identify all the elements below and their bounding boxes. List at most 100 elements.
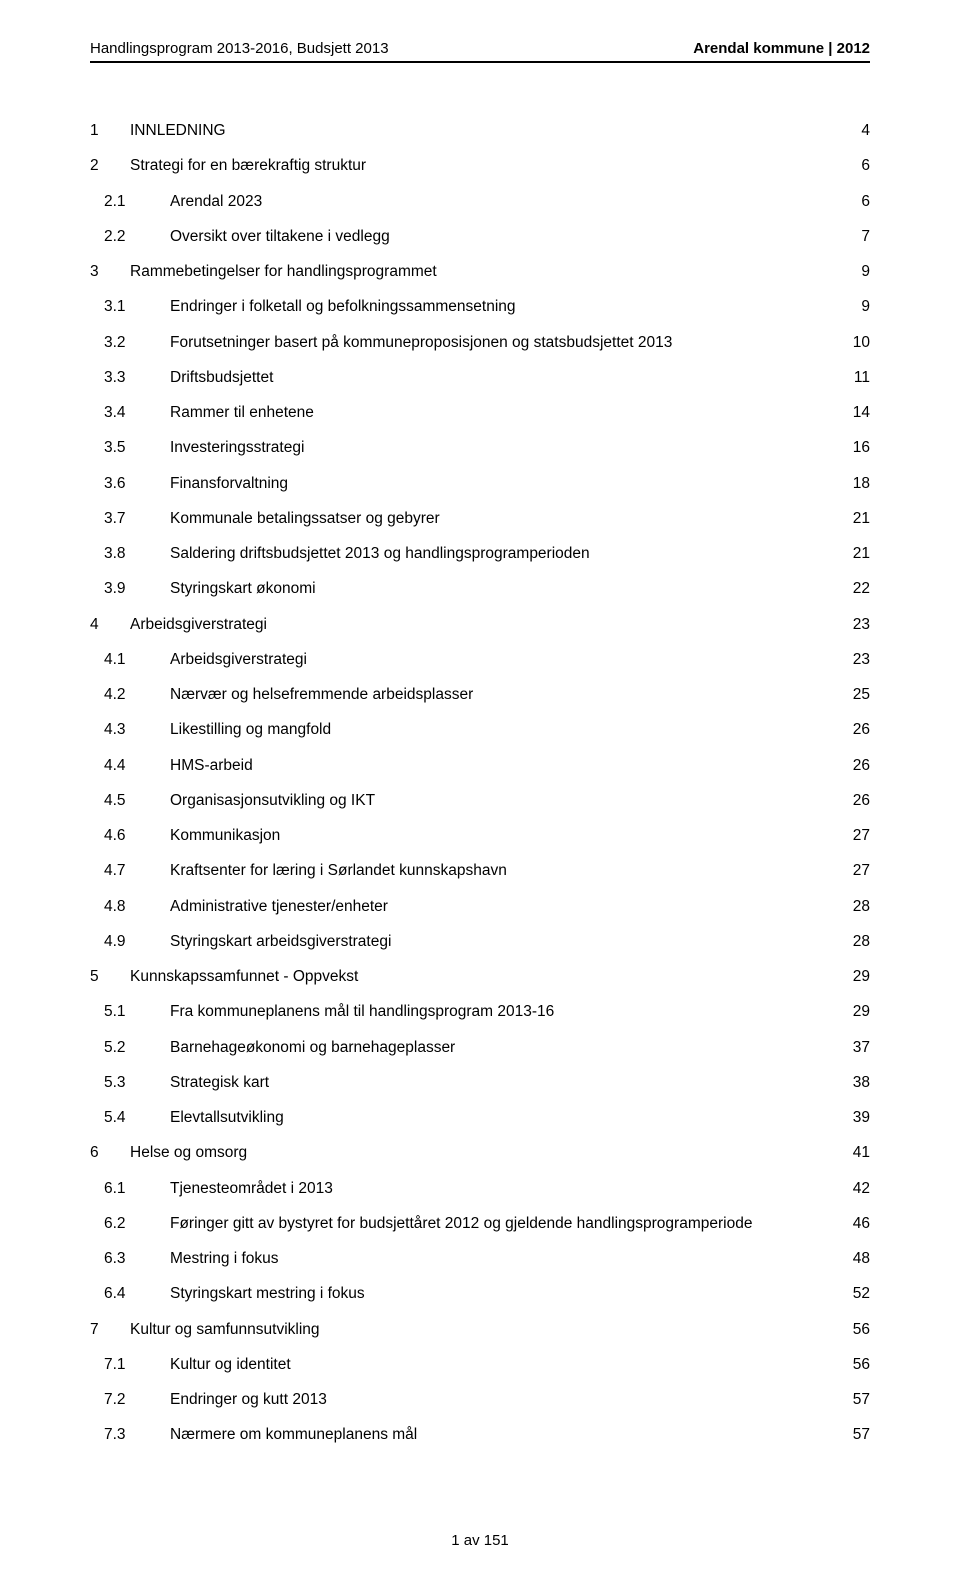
- toc-entry-number: 4.2: [90, 683, 136, 706]
- toc-entry: 4.6Kommunikasjon27: [90, 824, 870, 847]
- toc-entry: 6.3Mestring i fokus48: [90, 1247, 870, 1270]
- page-footer: 1 av 151: [0, 1532, 960, 1549]
- toc-entry-title: Føringer gitt av bystyret for budsjettår…: [136, 1212, 830, 1235]
- toc-entry: 7.2Endringer og kutt 201357: [90, 1388, 870, 1411]
- toc-entry: 4.7Kraftsenter for læring i Sørlandet ku…: [90, 859, 870, 882]
- toc-entry-page: 52: [830, 1282, 870, 1305]
- toc-entry-page: 18: [830, 472, 870, 495]
- toc-entry-title: Likestilling og mangfold: [136, 718, 830, 741]
- toc-entry-page: 28: [830, 895, 870, 918]
- toc-entry-number: 5.2: [90, 1036, 136, 1059]
- toc-entry-title: Rammebetingelser for handlingsprogrammet: [116, 260, 830, 283]
- toc-entry-page: 42: [830, 1177, 870, 1200]
- toc-entry: 3.3Driftsbudsjettet11: [90, 366, 870, 389]
- toc-entry-page: 46: [830, 1212, 870, 1235]
- toc-entry-number: 4.8: [90, 895, 136, 918]
- toc-entry: 4.9Styringskart arbeidsgiverstrategi28: [90, 930, 870, 953]
- toc-entry-page: 27: [830, 824, 870, 847]
- toc-entry-page: 38: [830, 1071, 870, 1094]
- toc-entry: 3.9Styringskart økonomi22: [90, 577, 870, 600]
- toc-entry-title: Strategi for en bærekraftig struktur: [116, 154, 830, 177]
- toc-entry: 3.6Finansforvaltning18: [90, 472, 870, 495]
- toc-entry-number: 2.2: [90, 225, 136, 248]
- toc-entry-number: 3.6: [90, 472, 136, 495]
- toc-entry-title: Strategisk kart: [136, 1071, 830, 1094]
- toc-entry-page: 23: [830, 648, 870, 671]
- toc-entry-title: Nærmere om kommuneplanens mål: [136, 1423, 830, 1446]
- toc-entry-number: 7.3: [90, 1423, 136, 1446]
- toc-entry-page: 27: [830, 859, 870, 882]
- table-of-contents: 1INNLEDNING42Strategi for en bærekraftig…: [90, 119, 870, 1447]
- toc-entry-page: 21: [830, 542, 870, 565]
- toc-entry-page: 28: [830, 930, 870, 953]
- toc-entry-page: 56: [830, 1353, 870, 1376]
- toc-entry: 6.1Tjenesteområdet i 201342: [90, 1177, 870, 1200]
- page-header: Handlingsprogram 2013-2016, Budsjett 201…: [90, 40, 870, 63]
- toc-entry-title: Elevtallsutvikling: [136, 1106, 830, 1129]
- toc-entry-number: 3.5: [90, 436, 136, 459]
- toc-entry: 5.1Fra kommuneplanens mål til handlingsp…: [90, 1000, 870, 1023]
- toc-entry: 7.3Nærmere om kommuneplanens mål57: [90, 1423, 870, 1446]
- document-page: Handlingsprogram 2013-2016, Budsjett 201…: [0, 0, 960, 1593]
- toc-entry-title: Endringer og kutt 2013: [136, 1388, 830, 1411]
- toc-entry: 6Helse og omsorg41: [90, 1141, 870, 1164]
- toc-entry-title: Saldering driftsbudsjettet 2013 og handl…: [136, 542, 830, 565]
- toc-entry: 5Kunnskapssamfunnet - Oppvekst29: [90, 965, 870, 988]
- toc-entry-title: Arendal 2023: [136, 190, 830, 213]
- toc-entry-title: Endringer i folketall og befolkningssamm…: [136, 295, 830, 318]
- toc-entry: 6.2Føringer gitt av bystyret for budsjet…: [90, 1212, 870, 1235]
- toc-entry: 7.1Kultur og identitet56: [90, 1353, 870, 1376]
- toc-entry-number: 3.1: [90, 295, 136, 318]
- toc-entry: 5.2Barnehageøkonomi og barnehageplasser3…: [90, 1036, 870, 1059]
- toc-entry-title: Forutsetninger basert på kommuneproposis…: [136, 331, 830, 354]
- toc-entry: 5.3Strategisk kart38: [90, 1071, 870, 1094]
- toc-entry: 3.7Kommunale betalingssatser og gebyrer2…: [90, 507, 870, 530]
- toc-entry: 4.4HMS-arbeid26: [90, 754, 870, 777]
- toc-entry: 5.4Elevtallsutvikling39: [90, 1106, 870, 1129]
- toc-entry-number: 4.6: [90, 824, 136, 847]
- toc-entry-page: 9: [830, 295, 870, 318]
- toc-entry-number: 7: [90, 1318, 116, 1341]
- toc-entry-title: Kommunale betalingssatser og gebyrer: [136, 507, 830, 530]
- toc-entry-page: 22: [830, 577, 870, 600]
- toc-entry-number: 6.4: [90, 1282, 136, 1305]
- toc-entry: 6.4Styringskart mestring i fokus52: [90, 1282, 870, 1305]
- toc-entry-title: Styringskart økonomi: [136, 577, 830, 600]
- toc-entry-number: 3.4: [90, 401, 136, 424]
- toc-entry-page: 16: [830, 436, 870, 459]
- toc-entry-page: 37: [830, 1036, 870, 1059]
- toc-entry-title: Mestring i fokus: [136, 1247, 830, 1270]
- toc-entry-number: 6.3: [90, 1247, 136, 1270]
- toc-entry-number: 4.7: [90, 859, 136, 882]
- toc-entry-page: 29: [830, 1000, 870, 1023]
- toc-entry: 3.8Saldering driftsbudsjettet 2013 og ha…: [90, 542, 870, 565]
- toc-entry-title: Driftsbudsjettet: [136, 366, 830, 389]
- toc-entry-page: 56: [830, 1318, 870, 1341]
- toc-entry-title: Helse og omsorg: [116, 1141, 830, 1164]
- toc-entry-number: 7.2: [90, 1388, 136, 1411]
- toc-entry-page: 6: [830, 190, 870, 213]
- toc-entry-number: 4: [90, 613, 116, 636]
- toc-entry-title: Kommunikasjon: [136, 824, 830, 847]
- toc-entry-title: Kraftsenter for læring i Sørlandet kunns…: [136, 859, 830, 882]
- toc-entry-page: 39: [830, 1106, 870, 1129]
- toc-entry: 3.2Forutsetninger basert på kommunepropo…: [90, 331, 870, 354]
- toc-entry: 4.5Organisasjonsutvikling og IKT26: [90, 789, 870, 812]
- toc-entry-page: 29: [830, 965, 870, 988]
- toc-entry-title: Organisasjonsutvikling og IKT: [136, 789, 830, 812]
- toc-entry-number: 1: [90, 119, 116, 142]
- toc-entry-number: 6: [90, 1141, 116, 1164]
- toc-entry-number: 3.3: [90, 366, 136, 389]
- toc-entry-page: 21: [830, 507, 870, 530]
- toc-entry-title: Rammer til enhetene: [136, 401, 830, 424]
- toc-entry: 3.5Investeringsstrategi16: [90, 436, 870, 459]
- toc-entry-number: 5.3: [90, 1071, 136, 1094]
- toc-entry: 4Arbeidsgiverstrategi23: [90, 613, 870, 636]
- toc-entry-number: 4.5: [90, 789, 136, 812]
- toc-entry-page: 4: [830, 119, 870, 142]
- toc-entry-number: 3.7: [90, 507, 136, 530]
- toc-entry-title: Kultur og samfunnsutvikling: [116, 1318, 830, 1341]
- toc-entry-page: 26: [830, 718, 870, 741]
- toc-entry-title: Administrative tjenester/enheter: [136, 895, 830, 918]
- toc-entry-title: Arbeidsgiverstrategi: [136, 648, 830, 671]
